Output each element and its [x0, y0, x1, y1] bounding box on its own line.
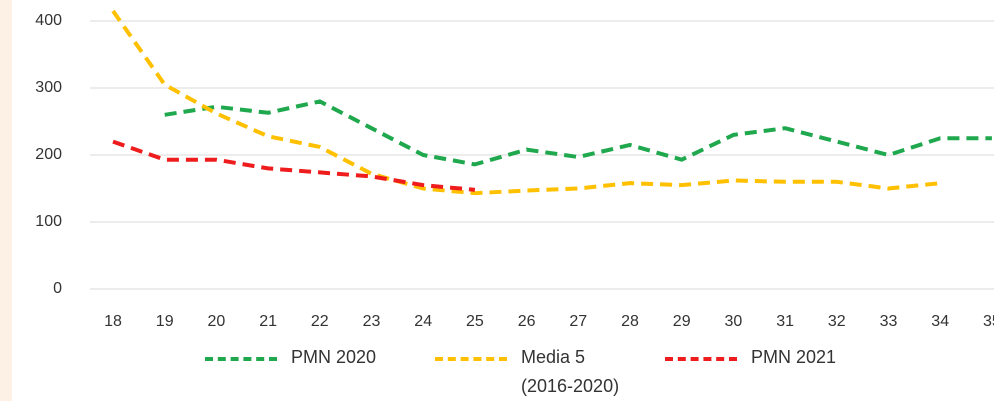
x-tick-label: 27: [569, 313, 587, 330]
x-tick-label: 30: [725, 313, 743, 330]
y-tick-label: 0: [53, 280, 62, 297]
legend-item: Media 5 (2016-2020): [435, 347, 631, 401]
y-tick-label: 100: [35, 213, 62, 230]
legend-swatch: [205, 357, 277, 361]
x-tick-label: 20: [208, 313, 226, 330]
y-tick-label: 400: [35, 12, 62, 29]
x-tick-label: 26: [518, 313, 536, 330]
side-strip: [0, 0, 12, 401]
x-tick-label: 24: [414, 313, 432, 330]
x-tick-label: 23: [363, 313, 381, 330]
legend-item: PMN 2021: [665, 347, 836, 372]
x-tick-label: 33: [880, 313, 898, 330]
legend-label: PMN 2021: [751, 347, 837, 367]
x-tick-label: 28: [621, 313, 639, 330]
y-tick-label: 300: [35, 79, 62, 96]
x-tick-label: 35: [983, 313, 994, 330]
x-tick-label: 21: [259, 313, 277, 330]
x-tick-label: 31: [776, 313, 794, 330]
legend-swatch: [435, 357, 507, 361]
y-tick-label: 200: [35, 146, 62, 163]
x-tick-label: 32: [828, 313, 846, 330]
legend-swatch: [665, 357, 737, 361]
x-tick-label: 19: [156, 313, 174, 330]
legend-label: PMN 2020: [291, 347, 377, 367]
x-tick-label: 25: [466, 313, 484, 330]
x-tick-label: 29: [673, 313, 691, 330]
legend-label: Media 5 (2016-2020): [521, 347, 620, 396]
series-line: [112, 139, 476, 192]
series-line: [164, 99, 992, 167]
series-line: [111, 9, 941, 196]
x-tick-label: 22: [311, 313, 329, 330]
x-tick-label: 18: [104, 313, 122, 330]
legend-item: PMN 2020: [205, 347, 376, 372]
x-tick-label: 34: [931, 313, 949, 330]
